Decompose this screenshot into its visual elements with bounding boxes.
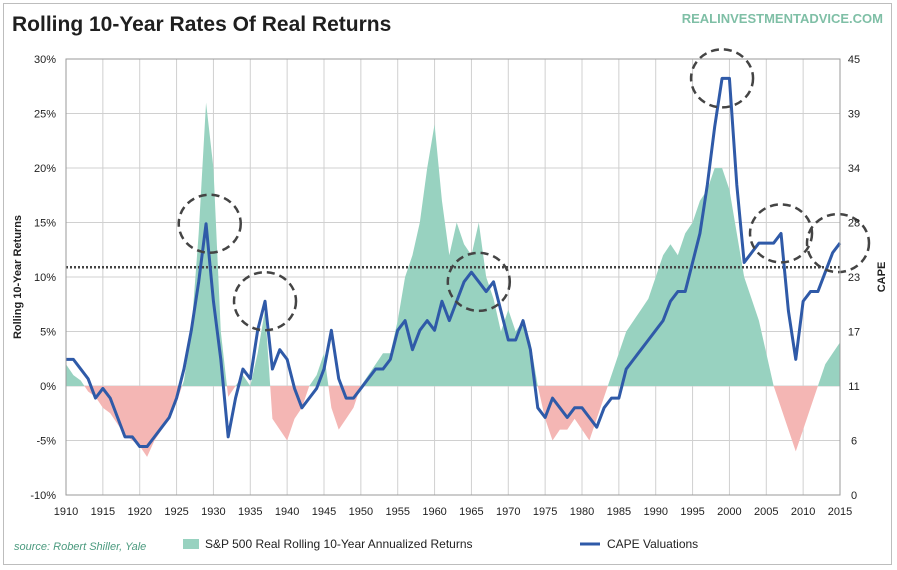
y-left-tick-label: -5%	[36, 436, 56, 448]
cape-line-path	[66, 76, 842, 449]
x-tick-label: 1960	[422, 506, 446, 518]
x-tick-label: 1985	[607, 506, 631, 518]
highlight-circle	[689, 48, 755, 109]
x-tick-label: 1930	[201, 506, 225, 518]
y-left-tick-label: 0%	[40, 381, 56, 393]
x-tick-label: 1940	[275, 506, 299, 518]
y-axis-right-ticks: 0 6 11 17 23 28 34 39 45	[848, 54, 860, 502]
x-tick-label: 2000	[717, 506, 741, 518]
x-tick-label: 1925	[164, 506, 188, 518]
x-axis-ticks: 1910 1915 1920 1925 1930 1935 1940 1945 1950 1955…	[54, 506, 852, 518]
y-left-tick-label: 10%	[34, 272, 56, 284]
y-axis-left-ticks: -10% -5% 0% 5% 10% 15% 20% 25% 30%	[30, 54, 56, 502]
y-right-tick-label: 0	[851, 490, 857, 502]
y-left-tick-label: 25%	[34, 109, 56, 121]
y-left-tick-label: 30%	[34, 54, 56, 66]
x-tick-label: 1915	[91, 506, 115, 518]
chart-title: Rolling 10-Year Rates Of Real Returns	[12, 13, 391, 36]
x-tick-label: 1955	[385, 506, 409, 518]
source-note: source: Robert Shiller, Yale	[14, 541, 146, 553]
x-tick-label: 1995	[680, 506, 704, 518]
y-right-tick-label: 45	[848, 54, 860, 66]
y-right-tick-label: 11	[848, 381, 859, 393]
x-tick-label: 2010	[791, 506, 815, 518]
returns-area-negative	[66, 386, 840, 457]
x-tick-label: 1920	[127, 506, 151, 518]
x-tick-label: 1970	[496, 506, 520, 518]
highlight-circle	[446, 251, 512, 313]
y-right-tick-label: 23	[848, 272, 860, 284]
legend-label-cape: CAPE Valuations	[607, 537, 698, 551]
highlight-circles	[177, 48, 871, 332]
legend-swatch-returns	[183, 539, 199, 549]
y-right-tick-label: 17	[848, 327, 860, 339]
y-left-tick-label: 20%	[34, 163, 56, 175]
x-tick-label: 1935	[238, 506, 262, 518]
y-left-tick-label: 15%	[34, 218, 56, 230]
returns-area-positive	[66, 102, 840, 386]
x-tick-label: 1945	[312, 506, 336, 518]
x-tick-label: 1980	[570, 506, 594, 518]
x-tick-label: 1950	[349, 506, 373, 518]
brand-label: REALINVESTMENTADVICE.COM	[682, 11, 883, 26]
highlight-circle	[805, 212, 871, 274]
x-tick-label: 2015	[828, 506, 852, 518]
y-right-tick-label: 28	[848, 218, 860, 230]
y-right-tick-label: 39	[848, 109, 860, 121]
y-left-tick-label: -10%	[30, 490, 56, 502]
x-tick-label: 1910	[54, 506, 78, 518]
x-tick-label: 1965	[459, 506, 483, 518]
highlight-circle	[232, 270, 298, 332]
y-right-tick-label: 6	[851, 436, 857, 448]
highlight-circle	[748, 203, 814, 264]
returns-area	[66, 102, 840, 457]
highlight-circle	[177, 193, 242, 254]
y-left-tick-label: 5%	[40, 327, 56, 339]
x-tick-label: 2005	[754, 506, 778, 518]
cape-line	[66, 76, 842, 449]
x-tick-label: 1975	[533, 506, 557, 518]
plot-border	[65, 58, 841, 496]
y-right-tick-label: 34	[848, 163, 860, 175]
legend-label-returns: S&P 500 Real Rolling 10-Year Annualized …	[205, 537, 473, 551]
y-axis-left-label: Rolling 10-Year Returns	[12, 215, 24, 339]
y-axis-right-label: CAPE	[876, 262, 888, 293]
x-tick-label: 1990	[643, 506, 667, 518]
